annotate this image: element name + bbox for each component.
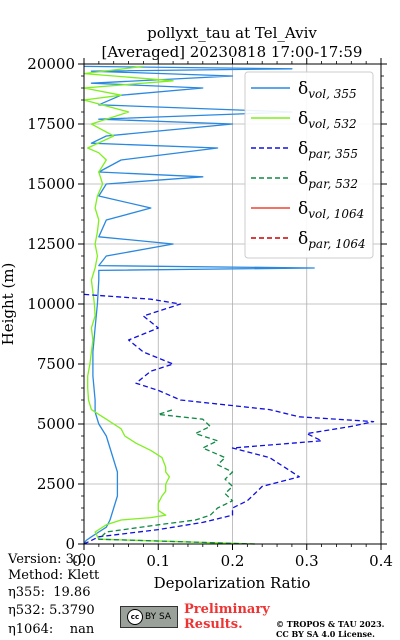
version-text: Version: 3.0: [8, 552, 87, 567]
x-tick-label: 0.2: [221, 552, 245, 570]
y-tick-label: 20000: [27, 55, 75, 73]
y-tick-label: 7500: [37, 355, 75, 373]
x-tick-label: 0.3: [295, 552, 319, 570]
y-tick-label: 12500: [27, 235, 75, 253]
legend-label: δvol, 1064: [298, 199, 364, 221]
y-tick-label: 15000: [27, 175, 75, 193]
y-axis-label: Height (m): [0, 263, 17, 346]
copyright-note: © TROPOS & TAU 2023. CC BY SA 4.0 Licens…: [276, 619, 384, 639]
preliminary-line-2: Results.: [184, 617, 243, 632]
preliminary-line-1: Preliminary: [184, 602, 270, 617]
eta1064-text: η1064: nan: [8, 622, 95, 637]
method-text: Method: Klett: [8, 568, 100, 583]
copyright-line-2: CC BY SA 4.0 License.: [276, 629, 375, 639]
cc-license-badge: cc BY SA: [120, 606, 178, 628]
preliminary-note: Preliminary Results.: [184, 602, 270, 632]
y-tick-label: 2500: [37, 475, 75, 493]
axis-ticks: 0 2500 5000 7500 10000 12500 15000 17500 20000 0.…: [27, 55, 393, 570]
eta532-text: η532: 5.3790: [8, 603, 95, 618]
series-line-par-532: [98, 408, 255, 545]
legend-label: δpar, 355: [298, 139, 358, 161]
y-tick-label: 0: [65, 535, 75, 553]
legend-label: δvol, 355: [298, 79, 357, 101]
legend-label: δvol, 532: [298, 109, 357, 131]
copyright-line-1: © TROPOS & TAU 2023.: [276, 619, 385, 629]
y-tick-label: 5000: [37, 415, 75, 433]
series-line-par-355: [83, 293, 375, 545]
x-tick-label: 0.0: [72, 552, 96, 570]
cc-badge-text: BY SA: [144, 612, 172, 622]
chart-title: pollyxt_tau at Tel_Aviv: [147, 24, 317, 42]
legend-label: δpar, 1064: [298, 229, 366, 251]
cc-icon: cc: [126, 609, 143, 625]
chart-subtitle: [Averaged] 20230818 17:00-17:59: [102, 43, 363, 61]
series-line-vol-532: [83, 65, 255, 545]
x-tick-label: 0.4: [369, 552, 393, 570]
y-tick-label: 17500: [27, 115, 75, 133]
x-tick-label: 0.1: [146, 552, 170, 570]
eta355-text: η355: 19.86: [8, 585, 91, 600]
x-axis-label: Depolarization Ratio: [154, 574, 311, 592]
legend: δvol, 355 δvol, 532 δpar, 355 δpar, 532 δvol…: [244, 71, 374, 259]
legend-label: δpar, 532: [298, 169, 358, 191]
y-tick-label: 10000: [27, 295, 75, 313]
